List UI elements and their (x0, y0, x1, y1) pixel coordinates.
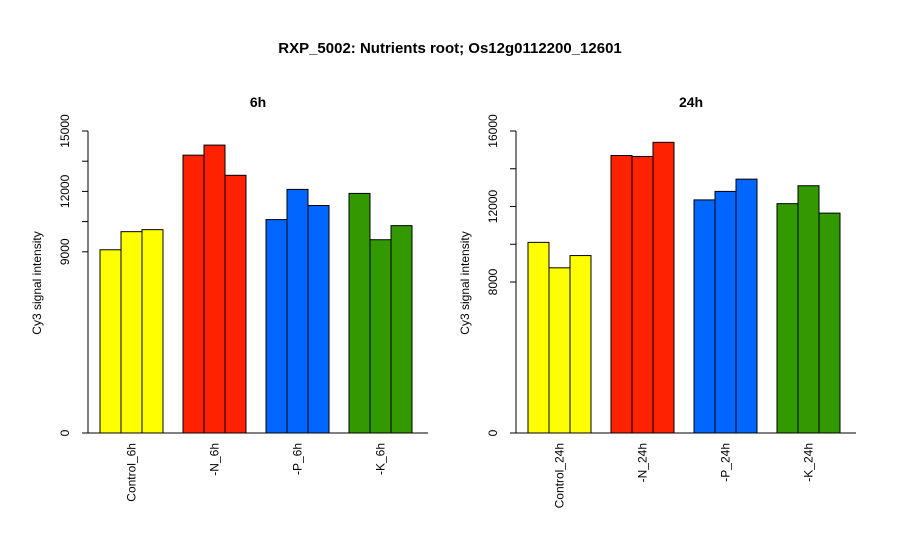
bar-Control_24h-rep2 (548, 267, 571, 434)
bar-Control_24h-rep3 (569, 255, 592, 434)
panel-title: 24h (679, 94, 703, 110)
bar--P_24h-rep1 (693, 199, 716, 434)
y-tick-label: 15000 (58, 114, 72, 148)
bar-group (99, 144, 413, 434)
bar-Control_24h-rep1 (527, 241, 550, 434)
x-tick-label: -N_6h (208, 443, 222, 476)
bar--K_6h-rep2 (369, 239, 392, 434)
bar--K_24h-rep1 (776, 203, 799, 434)
bar-Control_6h-rep3 (141, 229, 164, 434)
x-tick-label: -K_24h (802, 443, 816, 482)
chart-panel-6h: 6h Cy3 signal intensity 0 9000 12000 15000 C… (30, 94, 428, 502)
bar-Control_6h-rep1 (99, 249, 122, 434)
bar--P_24h-rep3 (735, 178, 758, 434)
x-tick-label: -P_24h (719, 443, 733, 482)
bar-group (527, 141, 841, 434)
y-tick-label: 9000 (58, 238, 72, 265)
y-tick-label: 12000 (58, 174, 72, 208)
bar--P_6h-rep3 (307, 204, 330, 434)
x-tick-label: -K_6h (374, 443, 388, 475)
bar-Control_6h-rep2 (120, 231, 143, 434)
bar--K_24h-rep3 (818, 212, 841, 434)
bar--N_24h-rep2 (631, 155, 654, 434)
bar--K_6h-rep1 (348, 192, 371, 434)
x-tick-label: -N_24h (636, 443, 650, 482)
figure-title: RXP_5002: Nutrients root; Os12g0112200_1… (278, 40, 622, 57)
y-tick-label: 8000 (486, 268, 500, 295)
y-tick-label: 12000 (486, 189, 500, 223)
y-tick-label: 0 (58, 429, 72, 436)
x-tick-label: -P_6h (291, 443, 305, 475)
bar--P_6h-rep2 (286, 188, 309, 434)
bar--N_6h-rep3 (224, 174, 247, 434)
axes: 0 8000 12000 16000 Control_24h -N_24h -P_24h -K… (486, 114, 856, 508)
bar--P_24h-rep2 (714, 190, 737, 434)
y-tick-label: 16000 (486, 114, 500, 148)
x-tick-label: Control_24h (553, 443, 567, 508)
bar--N_24h-rep3 (652, 141, 675, 434)
bar--K_24h-rep2 (797, 185, 820, 434)
bar--N_24h-rep1 (610, 155, 633, 434)
bar--P_6h-rep1 (265, 219, 288, 434)
panel-title: 6h (250, 94, 266, 110)
y-tick-label: 0 (486, 429, 500, 436)
x-tick-label: Control_6h (125, 443, 139, 502)
bar--N_6h-rep1 (182, 154, 205, 434)
bar--K_6h-rep3 (390, 225, 413, 434)
y-axis-label: Cy3 signal intensity (30, 231, 44, 334)
chart-panel-24h: 24h Cy3 signal intensity 0 8000 12000 16000… (458, 94, 856, 508)
axes: 0 9000 12000 15000 Control_6h -N_6h -P_6h -K_6h (58, 114, 428, 502)
bar--N_6h-rep2 (203, 144, 226, 434)
y-axis-label: Cy3 signal intensity (458, 231, 472, 334)
